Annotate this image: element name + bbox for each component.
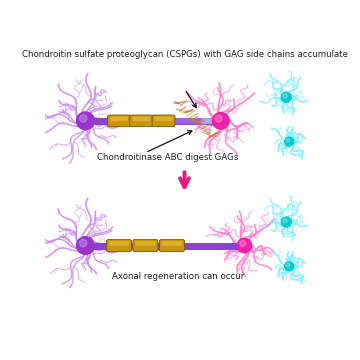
FancyBboxPatch shape xyxy=(108,115,130,127)
FancyBboxPatch shape xyxy=(130,115,153,127)
FancyBboxPatch shape xyxy=(132,117,150,121)
Circle shape xyxy=(240,240,246,247)
Circle shape xyxy=(283,219,287,223)
FancyBboxPatch shape xyxy=(110,117,128,121)
Circle shape xyxy=(212,112,229,129)
Circle shape xyxy=(215,115,222,122)
Circle shape xyxy=(281,217,291,227)
Text: Chondroitinase ABC digest GAGs: Chondroitinase ABC digest GAGs xyxy=(96,153,238,162)
Circle shape xyxy=(281,92,291,102)
Circle shape xyxy=(286,139,290,142)
FancyBboxPatch shape xyxy=(155,117,172,121)
FancyBboxPatch shape xyxy=(133,240,158,252)
FancyBboxPatch shape xyxy=(109,241,129,246)
Text: Chondroitin sulfate proteoglycan (CSPGs) with GAG side chains accumulate: Chondroitin sulfate proteoglycan (CSPGs)… xyxy=(22,50,347,59)
Text: Axonal regeneration can occur: Axonal regeneration can occur xyxy=(112,272,244,281)
Circle shape xyxy=(80,114,87,122)
Circle shape xyxy=(285,262,294,271)
Circle shape xyxy=(237,238,252,253)
Circle shape xyxy=(285,137,294,146)
Circle shape xyxy=(77,112,94,130)
Circle shape xyxy=(286,263,290,267)
FancyBboxPatch shape xyxy=(162,241,182,246)
FancyBboxPatch shape xyxy=(107,240,131,252)
Circle shape xyxy=(77,237,94,255)
FancyBboxPatch shape xyxy=(135,241,156,246)
FancyBboxPatch shape xyxy=(152,115,175,127)
Circle shape xyxy=(80,239,87,247)
FancyBboxPatch shape xyxy=(159,240,185,252)
Circle shape xyxy=(283,94,287,98)
